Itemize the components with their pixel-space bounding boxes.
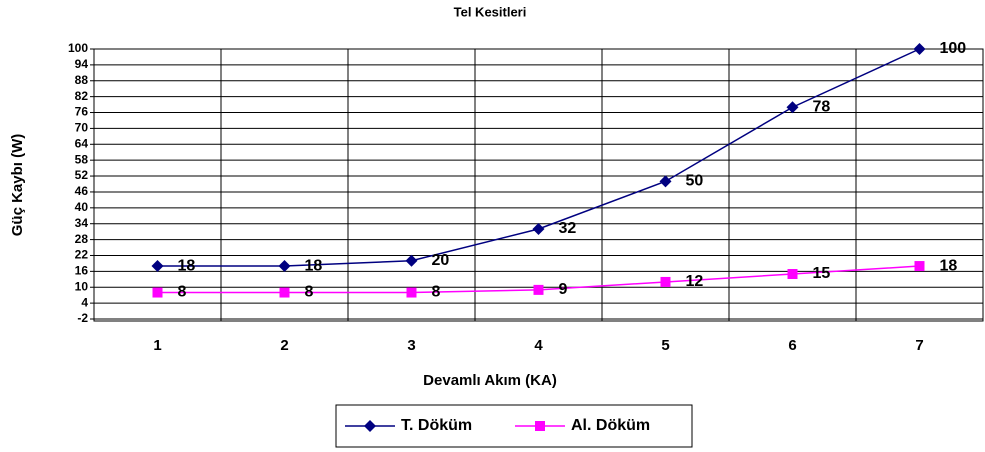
x-tick-label: 6 [788, 337, 796, 354]
chart-title: Tel Kesitleri [454, 4, 527, 19]
y-tick-label: 94 [75, 57, 89, 71]
y-tick-label: -2 [77, 311, 88, 325]
marker [278, 260, 291, 273]
y-tick-label: 4 [81, 295, 88, 309]
y-tick-label: 76 [75, 105, 89, 119]
marker [914, 261, 925, 272]
data-label: 50 [686, 173, 704, 190]
data-label: 9 [559, 281, 568, 298]
x-tick-label: 1 [153, 337, 161, 354]
marker [532, 223, 545, 235]
y-tick-label: 82 [75, 89, 89, 103]
legend-label: T. Döküm [401, 417, 472, 434]
data-label: 18 [940, 257, 958, 274]
y-tick-label: 40 [75, 200, 89, 214]
x-axis-label: Devamlı Akım (KA) [423, 372, 557, 389]
legend-label: Al. Döküm [571, 417, 650, 434]
data-label: 8 [432, 284, 441, 301]
marker [913, 43, 926, 55]
marker [787, 269, 798, 279]
y-tick-label: 52 [75, 168, 89, 182]
y-tick-label: 34 [75, 216, 89, 230]
marker [152, 287, 163, 298]
data-label: 100 [940, 40, 967, 57]
marker [660, 276, 671, 287]
data-label: 12 [686, 273, 704, 290]
y-tick-label: 88 [75, 73, 89, 87]
x-tick-label: 4 [534, 337, 543, 354]
y-tick-label: 16 [75, 264, 89, 278]
data-label: 8 [178, 284, 187, 301]
data-label: 8 [305, 284, 314, 301]
marker [535, 421, 545, 431]
y-tick-label: 70 [75, 121, 89, 135]
legend-box [335, 404, 693, 448]
y-tick-label: 28 [75, 232, 89, 246]
marker [151, 260, 164, 273]
marker [405, 254, 418, 267]
x-tick-label: 7 [915, 337, 923, 354]
y-tick-label: 46 [75, 184, 89, 198]
x-tick-label: 3 [407, 337, 415, 354]
data-label: 20 [432, 252, 450, 269]
marker [406, 287, 417, 298]
data-label: 78 [813, 98, 831, 115]
data-label: 18 [305, 257, 323, 274]
x-tick-label: 5 [661, 337, 669, 354]
y-tick-label: 64 [75, 136, 89, 150]
marker [533, 284, 544, 295]
marker [279, 287, 290, 298]
y-tick-label: 100 [68, 41, 88, 55]
data-label: 15 [813, 265, 831, 282]
y-tick-label: 22 [75, 248, 89, 262]
marker [786, 101, 799, 114]
y-tick-label: 10 [75, 279, 89, 293]
y-tick-label: 58 [75, 152, 89, 166]
data-label: 18 [178, 257, 196, 274]
marker [659, 175, 672, 188]
y-axis-label: Güç Kaybı (W) [9, 134, 26, 237]
marker [364, 420, 376, 432]
x-tick-label: 2 [280, 337, 288, 354]
plot-area [93, 48, 984, 322]
data-label: 32 [559, 220, 577, 237]
